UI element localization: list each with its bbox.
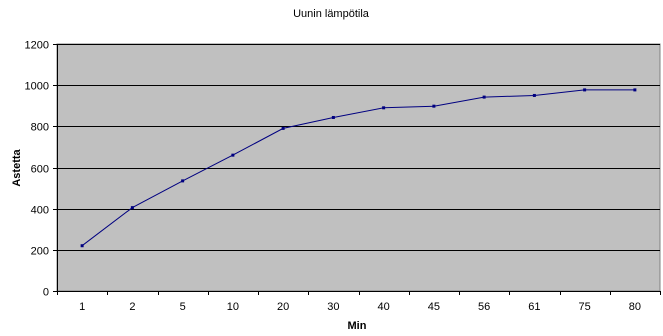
data-point (482, 95, 486, 99)
data-point (633, 88, 637, 92)
x-tick-label: 45 (428, 301, 440, 313)
y-tick-label: 400 (31, 205, 49, 217)
data-point (130, 206, 134, 210)
data-point (231, 153, 235, 157)
plot-area (56, 43, 661, 292)
data-point (80, 244, 84, 248)
x-tick-label: 80 (629, 301, 641, 313)
y-tick-label: 800 (31, 122, 49, 134)
x-tick-label: 40 (378, 301, 390, 313)
chart-title: Uunin lämpötila (293, 8, 370, 20)
data-point (281, 126, 285, 130)
x-tick-label: 20 (277, 301, 289, 313)
y-tick-label: 1000 (25, 81, 49, 93)
x-tick-label: 2 (129, 301, 135, 313)
x-tick-label: 75 (579, 301, 591, 313)
x-tick-label: 5 (180, 301, 186, 313)
y-tick-label: 200 (31, 246, 49, 258)
y-tick-label: 600 (31, 164, 49, 176)
x-axis-title: Min (348, 320, 367, 332)
data-point (181, 179, 185, 183)
gridlines (57, 44, 660, 251)
data-point (532, 93, 536, 97)
y-axis-title: Astetta (11, 148, 23, 186)
data-point (331, 115, 335, 119)
x-tick-label: 10 (227, 301, 239, 313)
data-point (382, 106, 386, 110)
y-axis: 0 200 400 600 800 1000 1200 (25, 40, 58, 299)
data-point (432, 104, 436, 108)
x-tick-label: 61 (528, 301, 540, 313)
x-axis: 1 2 5 10 20 30 40 45 56 61 75 80 (57, 291, 661, 313)
x-tick-label: 56 (478, 301, 490, 313)
y-tick-label: 1200 (25, 40, 49, 52)
data-points (80, 88, 637, 248)
x-tick-label: 30 (327, 301, 339, 313)
data-point (583, 88, 587, 92)
y-tick-label: 0 (43, 287, 49, 299)
series-line (81, 89, 635, 247)
x-tick-label: 1 (79, 301, 85, 313)
